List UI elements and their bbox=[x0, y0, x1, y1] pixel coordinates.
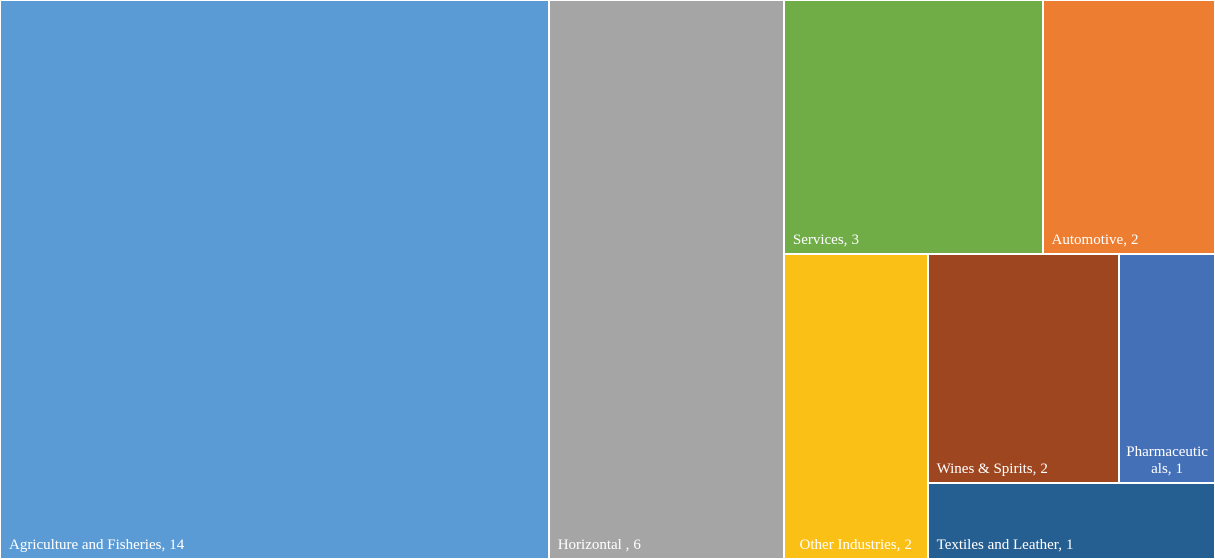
tile: Pharmaceuticals, 1 bbox=[1119, 254, 1215, 483]
value-label: 3 bbox=[851, 232, 859, 249]
tile: Automotive, 2 bbox=[1042, 0, 1215, 255]
tile-label: Other Industries, 2 bbox=[788, 537, 924, 554]
tile-label: Services, 3 bbox=[793, 232, 1038, 249]
tile-label: Horizontal ,6 bbox=[558, 537, 779, 554]
value-label: 14 bbox=[169, 537, 185, 553]
value-label: 6 bbox=[633, 537, 641, 553]
category-label: Textiles and Leather, bbox=[936, 536, 1062, 553]
value-label: 2 bbox=[904, 536, 912, 553]
tile: Services, 3 bbox=[783, 0, 1043, 255]
tile-label: Wines & Spirits, 2 bbox=[937, 461, 1115, 478]
tile-label: Textiles and Leather, 1 bbox=[937, 537, 1210, 554]
category-label: Pharmaceuticals, bbox=[1126, 443, 1208, 477]
category-label: Services, bbox=[792, 232, 848, 249]
tile-label: Pharmaceuticals, 1 bbox=[1123, 444, 1211, 478]
value-label: 2 bbox=[1040, 460, 1048, 477]
tile: Horizontal ,6 bbox=[548, 0, 784, 559]
category-label: Automotive, bbox=[1051, 232, 1127, 249]
tile-label: Agriculture and Fisheries, 14 bbox=[9, 537, 544, 554]
category-label: Agriculture and Fisheries, bbox=[9, 537, 166, 553]
value-label: 2 bbox=[1130, 232, 1139, 249]
tile: Textiles and Leather, 1 bbox=[927, 482, 1215, 559]
tile: Agriculture and Fisheries, 14 bbox=[0, 0, 549, 559]
value-label: 1 bbox=[1175, 460, 1184, 477]
tile-label: Automotive, 2 bbox=[1052, 232, 1210, 249]
value-label: 1 bbox=[1065, 536, 1074, 553]
category-label: Wines & Spirits, bbox=[936, 460, 1037, 477]
tile: Other Industries, 2 bbox=[783, 254, 928, 559]
tile: Wines & Spirits, 2 bbox=[927, 254, 1120, 483]
category-label: Horizontal , bbox=[557, 537, 630, 553]
category-label: Other Industries, bbox=[799, 536, 901, 553]
